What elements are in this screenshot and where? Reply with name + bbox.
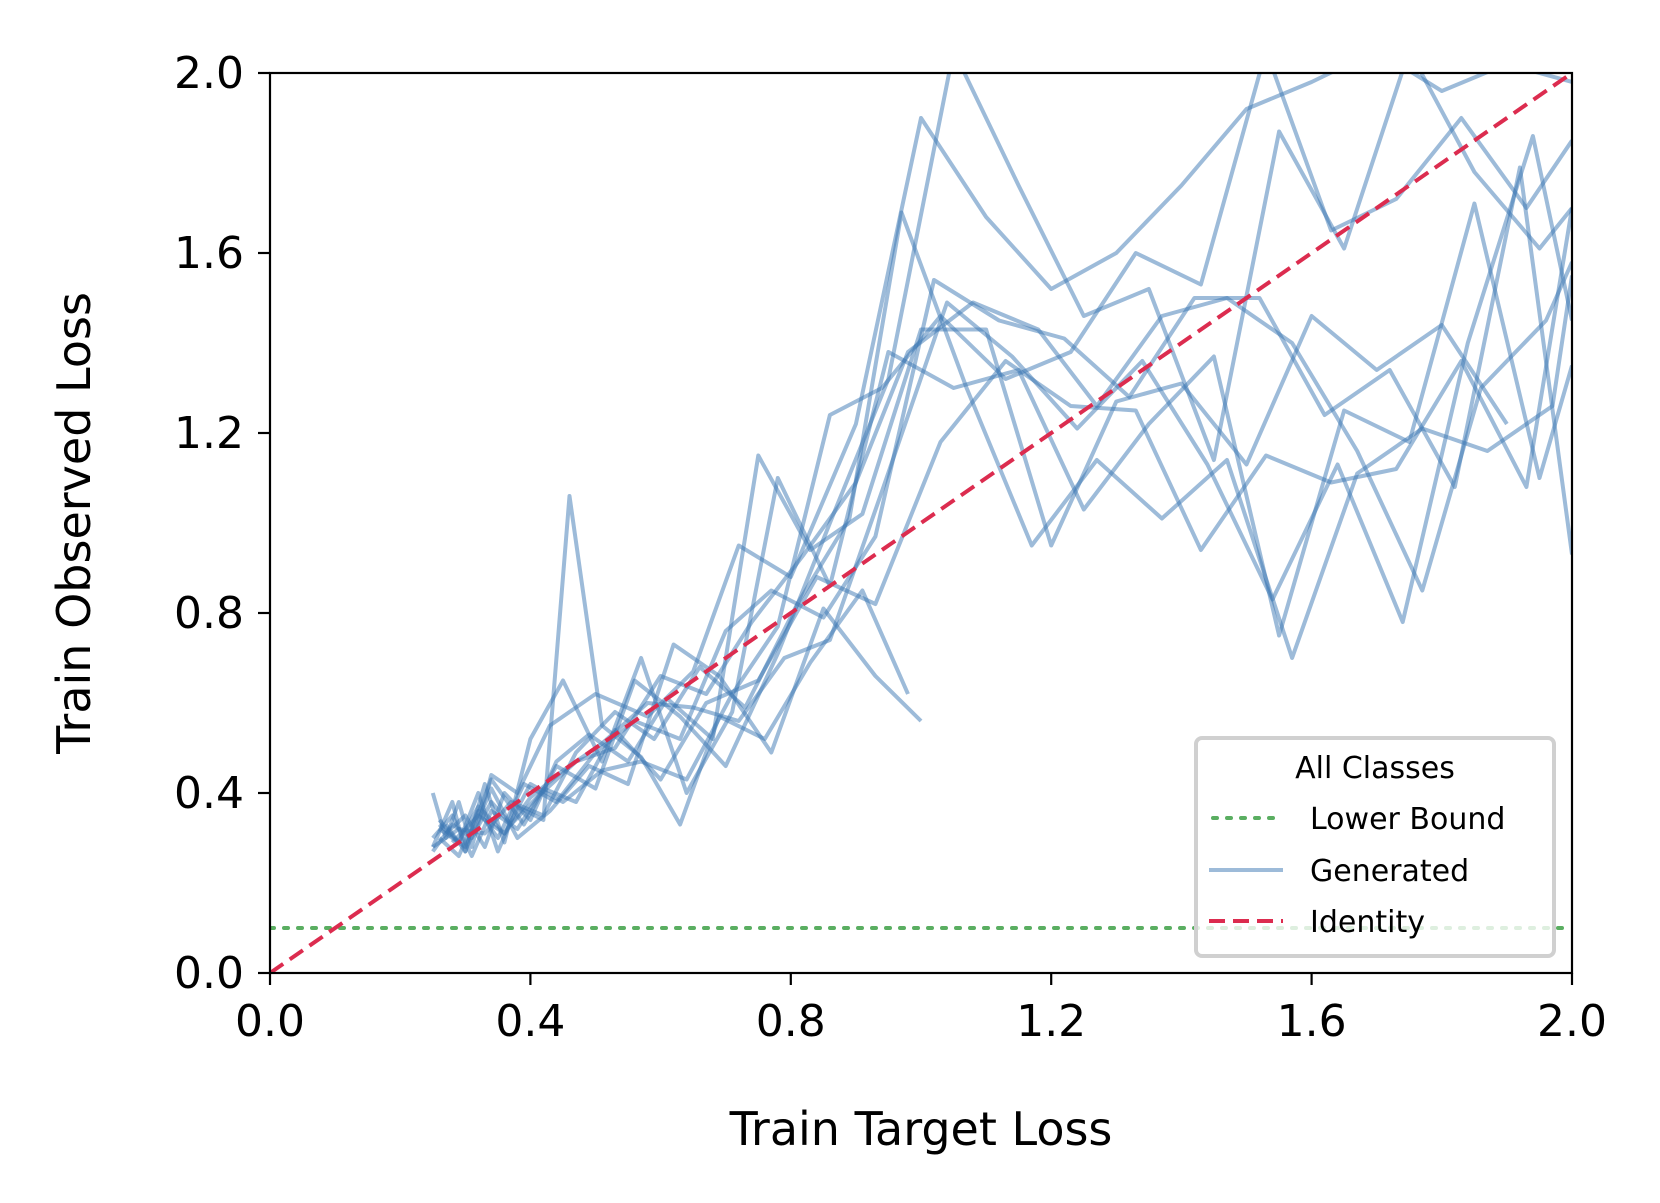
y-tick-label: 0.4	[174, 768, 244, 819]
y-tick-label: 1.2	[174, 408, 244, 459]
legend-label-identity: Identity	[1310, 905, 1425, 940]
generated-series-group	[430, 73, 1572, 858]
y-tick-label: 1.6	[174, 228, 244, 279]
y-axis-label: Train Observed Loss	[47, 292, 101, 755]
generated-line-12	[450, 73, 1572, 844]
plot-frame	[268, 71, 1574, 975]
legend-label-generated: Generated	[1310, 854, 1469, 889]
generated-line-5	[437, 134, 1572, 845]
y-tick-label: 0.0	[174, 948, 244, 999]
y-axis-ticks: 0.0 0.4 0.8 1.2 1.6 2.0	[174, 48, 270, 999]
generated-line-10	[431, 210, 1572, 849]
legend-title: All Classes	[1295, 751, 1455, 786]
generated-line-3	[437, 165, 1572, 858]
x-tick-label: 0.8	[756, 996, 826, 1047]
x-tick-label: 1.2	[1016, 996, 1086, 1047]
generated-line-9	[444, 606, 923, 854]
y-tick-label: 2.0	[174, 48, 244, 99]
legend-box	[1194, 736, 1556, 958]
x-axis-ticks: 0.0 0.4 0.8 1.2 1.6 2.0	[235, 973, 1607, 1047]
plot-area	[270, 73, 1572, 973]
x-axis-label: Train Target Loss	[729, 1102, 1113, 1156]
x-tick-label: 0.0	[235, 996, 305, 1047]
y-tick-label: 0.8	[174, 588, 244, 639]
x-tick-label: 2.0	[1537, 996, 1607, 1047]
legend-label-lower-bound: Lower Bound	[1310, 802, 1505, 837]
legend: All Classes Lower Bound Generated Identi…	[1194, 736, 1556, 958]
generated-line-11	[438, 73, 1572, 849]
x-tick-label: 1.6	[1277, 996, 1347, 1047]
x-tick-label: 0.4	[495, 996, 565, 1047]
